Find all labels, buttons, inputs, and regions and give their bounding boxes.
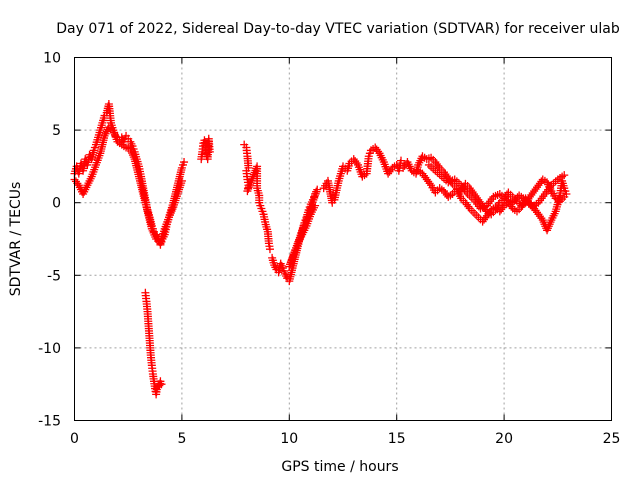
series-arc-9 — [414, 166, 571, 235]
series-arc-4 — [197, 134, 214, 164]
y-axis-label: SDTVAR / TECUs — [8, 182, 24, 297]
data-point — [485, 207, 494, 216]
x-tick-label: 15 — [388, 431, 406, 447]
chart-title: Day 071 of 2022, Sidereal Day-to-day VTE… — [56, 21, 620, 37]
data-point — [177, 176, 186, 185]
data-point — [425, 179, 434, 188]
data-point — [467, 193, 476, 202]
data-point — [205, 147, 214, 156]
series-arc-2 — [70, 123, 186, 248]
series-arc-5 — [240, 140, 274, 254]
data-point — [562, 189, 571, 198]
data-point — [507, 202, 516, 211]
data-points — [70, 99, 571, 399]
plot-frame — [74, 57, 612, 421]
y-tick-label: -10 — [38, 341, 61, 357]
data-point — [374, 147, 383, 156]
series-arc-7 — [319, 143, 405, 207]
y-tick-label: 5 — [52, 123, 61, 139]
x-tick-labels: 0 5 10 15 20 25 — [70, 431, 620, 447]
y-tick-label: -5 — [47, 268, 61, 284]
y-tick-label: -15 — [38, 414, 61, 430]
data-point — [180, 158, 189, 167]
data-point — [311, 201, 320, 210]
axis-ticks — [74, 57, 612, 421]
data-point — [396, 156, 405, 165]
data-point — [352, 159, 361, 168]
series-arc-6 — [268, 185, 322, 286]
x-tick-label: 25 — [603, 431, 621, 447]
series-arc-1 — [70, 99, 189, 249]
data-point — [265, 245, 274, 254]
x-axis-label: GPS time / hours — [281, 459, 398, 475]
series-arc-3 — [141, 288, 166, 399]
data-point — [157, 380, 166, 389]
x-tick-label: 5 — [177, 431, 186, 447]
series-arc-10 — [424, 160, 569, 213]
y-tick-labels: -15 -10 -5 0 5 10 — [38, 51, 61, 430]
data-point — [498, 203, 507, 212]
data-point — [464, 202, 473, 211]
x-tick-label: 10 — [280, 431, 298, 447]
data-point — [560, 171, 569, 180]
y-tick-label: 10 — [43, 51, 61, 67]
data-point — [386, 165, 395, 174]
y-tick-label: 0 — [52, 196, 61, 212]
x-tick-label: 20 — [495, 431, 513, 447]
data-point — [434, 161, 443, 170]
x-tick-label: 0 — [70, 431, 79, 447]
grid — [74, 57, 612, 421]
